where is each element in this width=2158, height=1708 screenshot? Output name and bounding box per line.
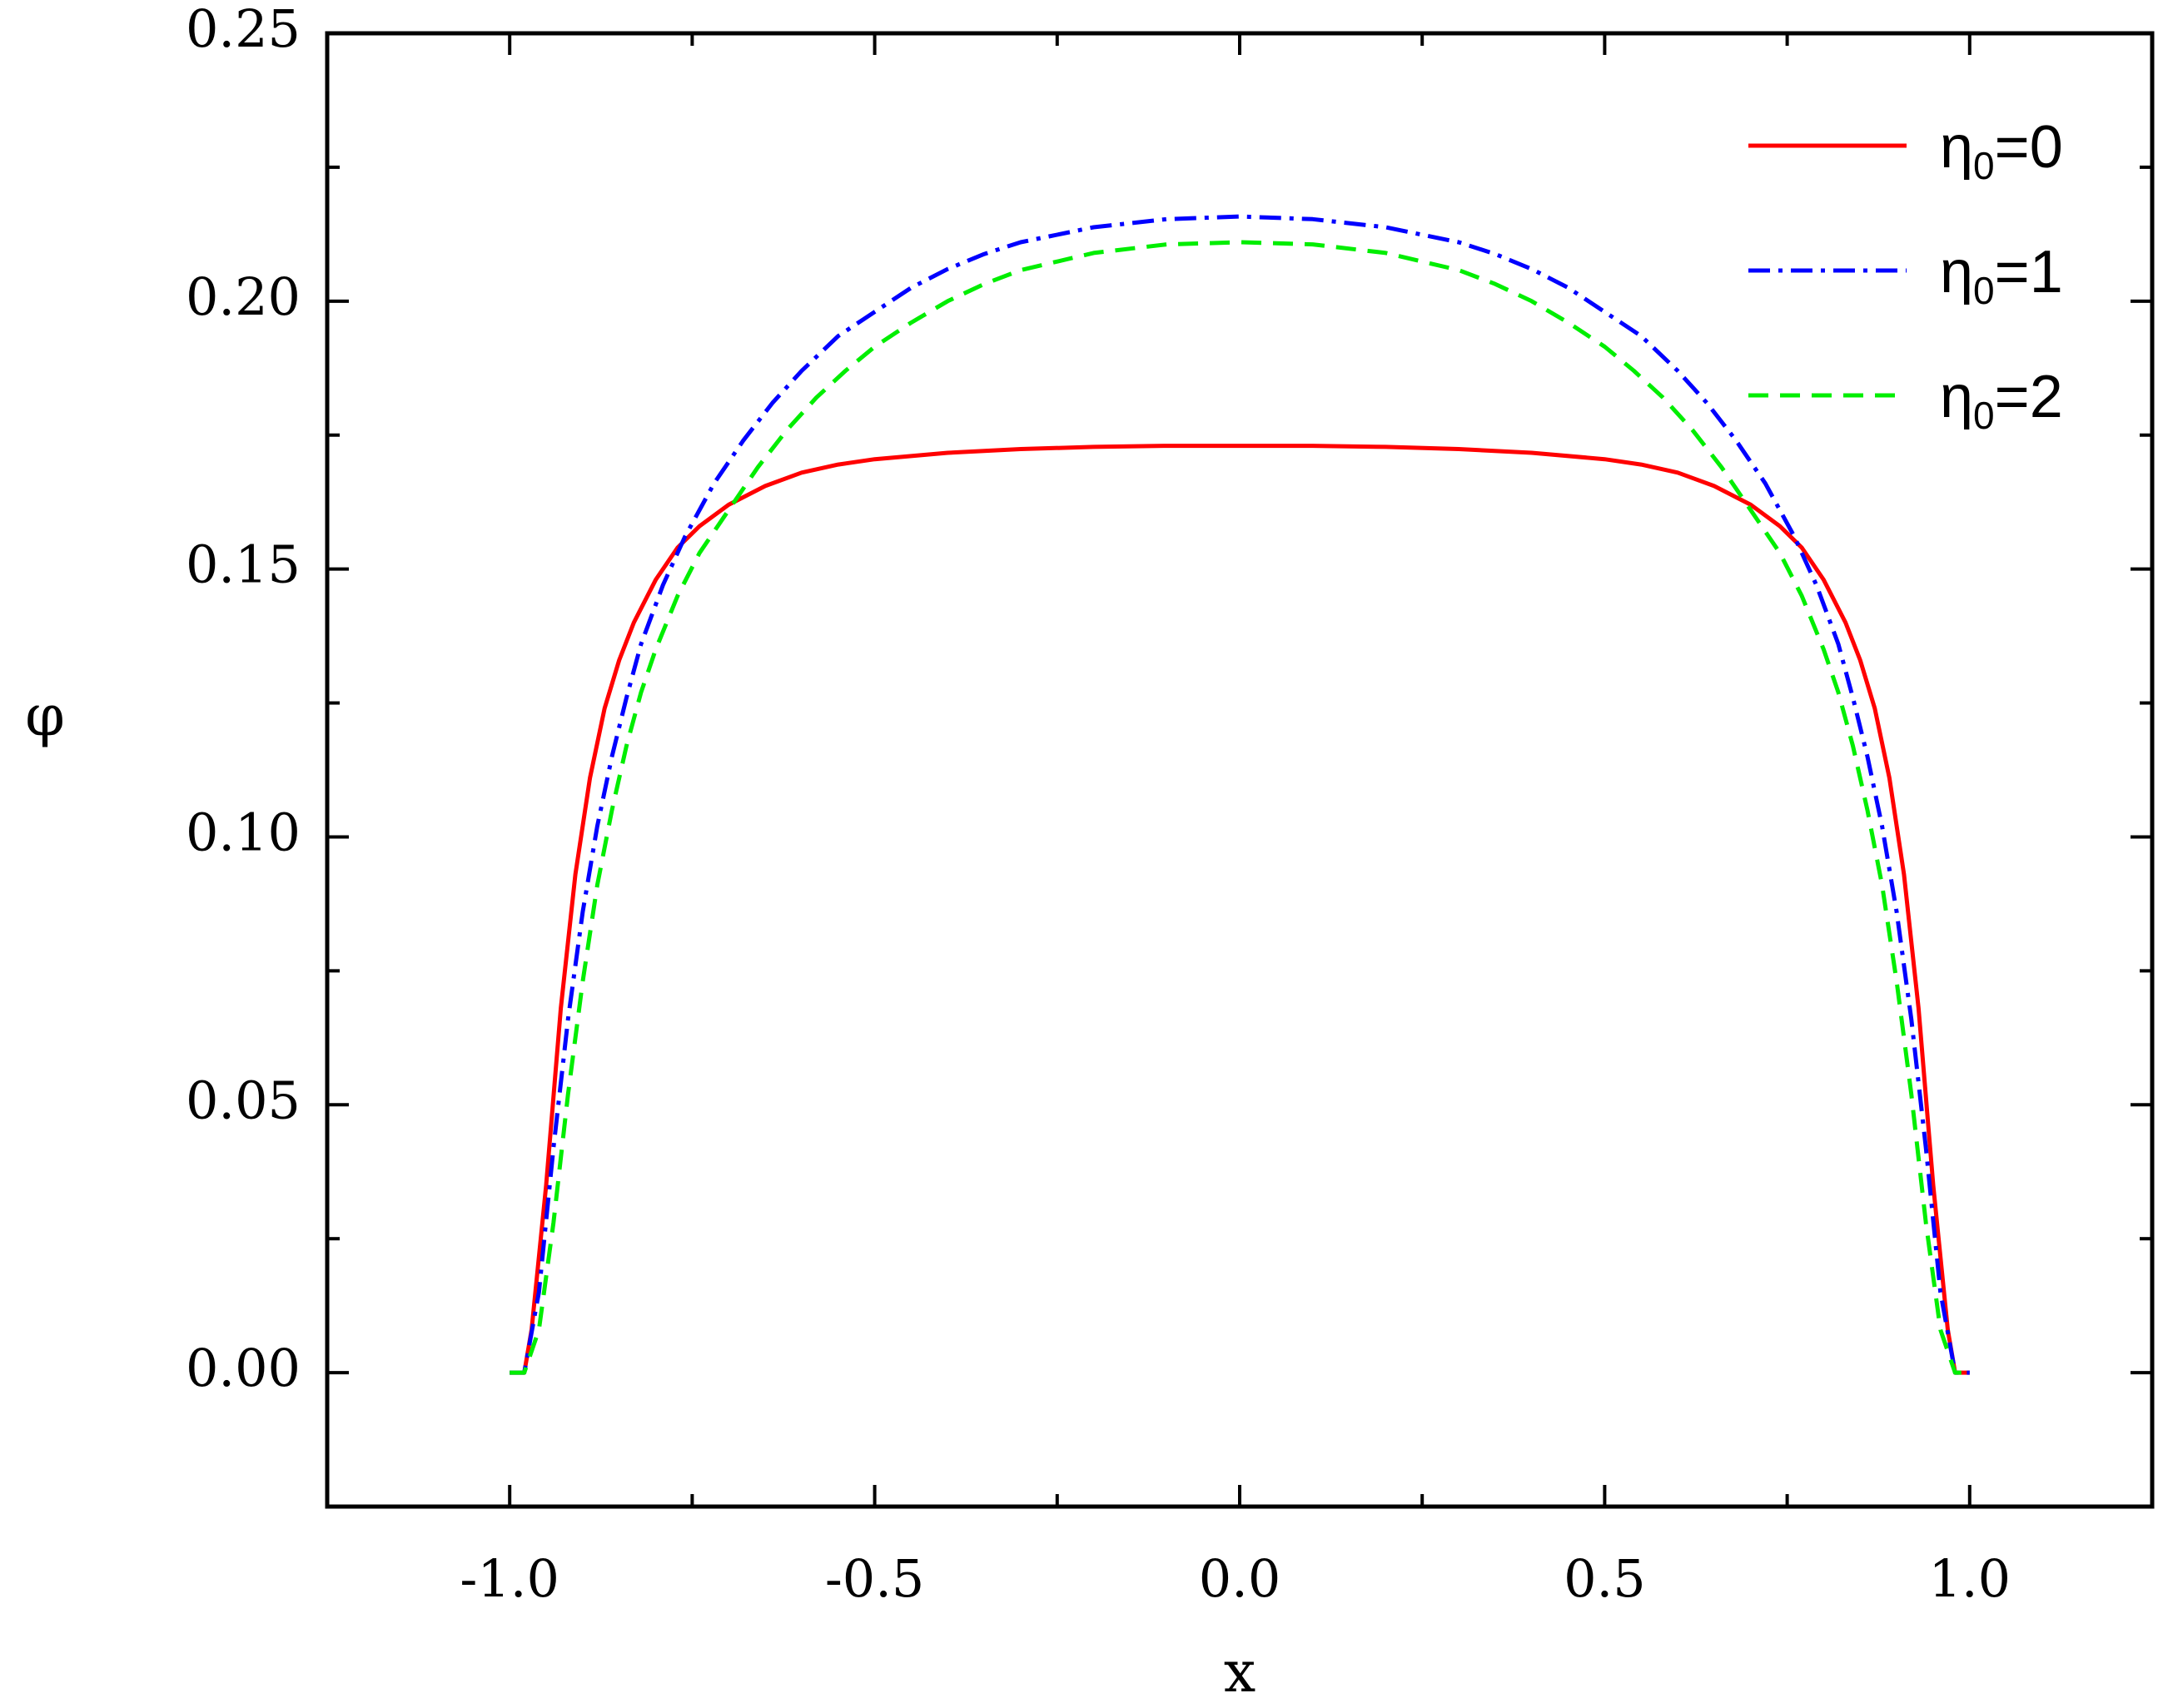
y-tick-label: 0.05 [186, 1070, 301, 1130]
y-tick-label: 0.00 [186, 1338, 301, 1398]
axis-ticks [327, 32, 2152, 1507]
legend: η0=0 η0=1 η0=2 [1748, 114, 2063, 437]
x-tick-label: 0.0 [1199, 1548, 1281, 1609]
series-line-1 [510, 214, 1970, 1375]
y-axis-title: φ [25, 684, 65, 750]
legend-label: η0=2 [1940, 364, 2063, 437]
series-lines [510, 214, 1970, 1375]
legend-label: η0=1 [1940, 239, 2063, 312]
y-tick-label: 0.10 [186, 802, 301, 863]
x-tick-label: 1.0 [1928, 1548, 2011, 1609]
x-tick-label: -0.5 [825, 1548, 925, 1609]
legend-label: η0=0 [1940, 114, 2063, 187]
plot-frame [325, 31, 2155, 1509]
series-line-0 [510, 444, 1970, 1375]
x-tick-label: 0.5 [1564, 1548, 1646, 1609]
x-tick-label: -1.0 [460, 1548, 559, 1609]
axis-tick-labels: -1.0 -0.5 0.0 0.5 1.0 0.00 0.05 0.10 0.15 0.20 0.2… [186, 0, 2011, 1609]
series-line-2 [510, 240, 1970, 1375]
y-tick-label: 0.25 [186, 0, 301, 59]
y-tick-label: 0.20 [186, 266, 301, 327]
x-axis-title: x [1224, 1640, 1256, 1706]
y-tick-label: 0.15 [186, 534, 301, 595]
